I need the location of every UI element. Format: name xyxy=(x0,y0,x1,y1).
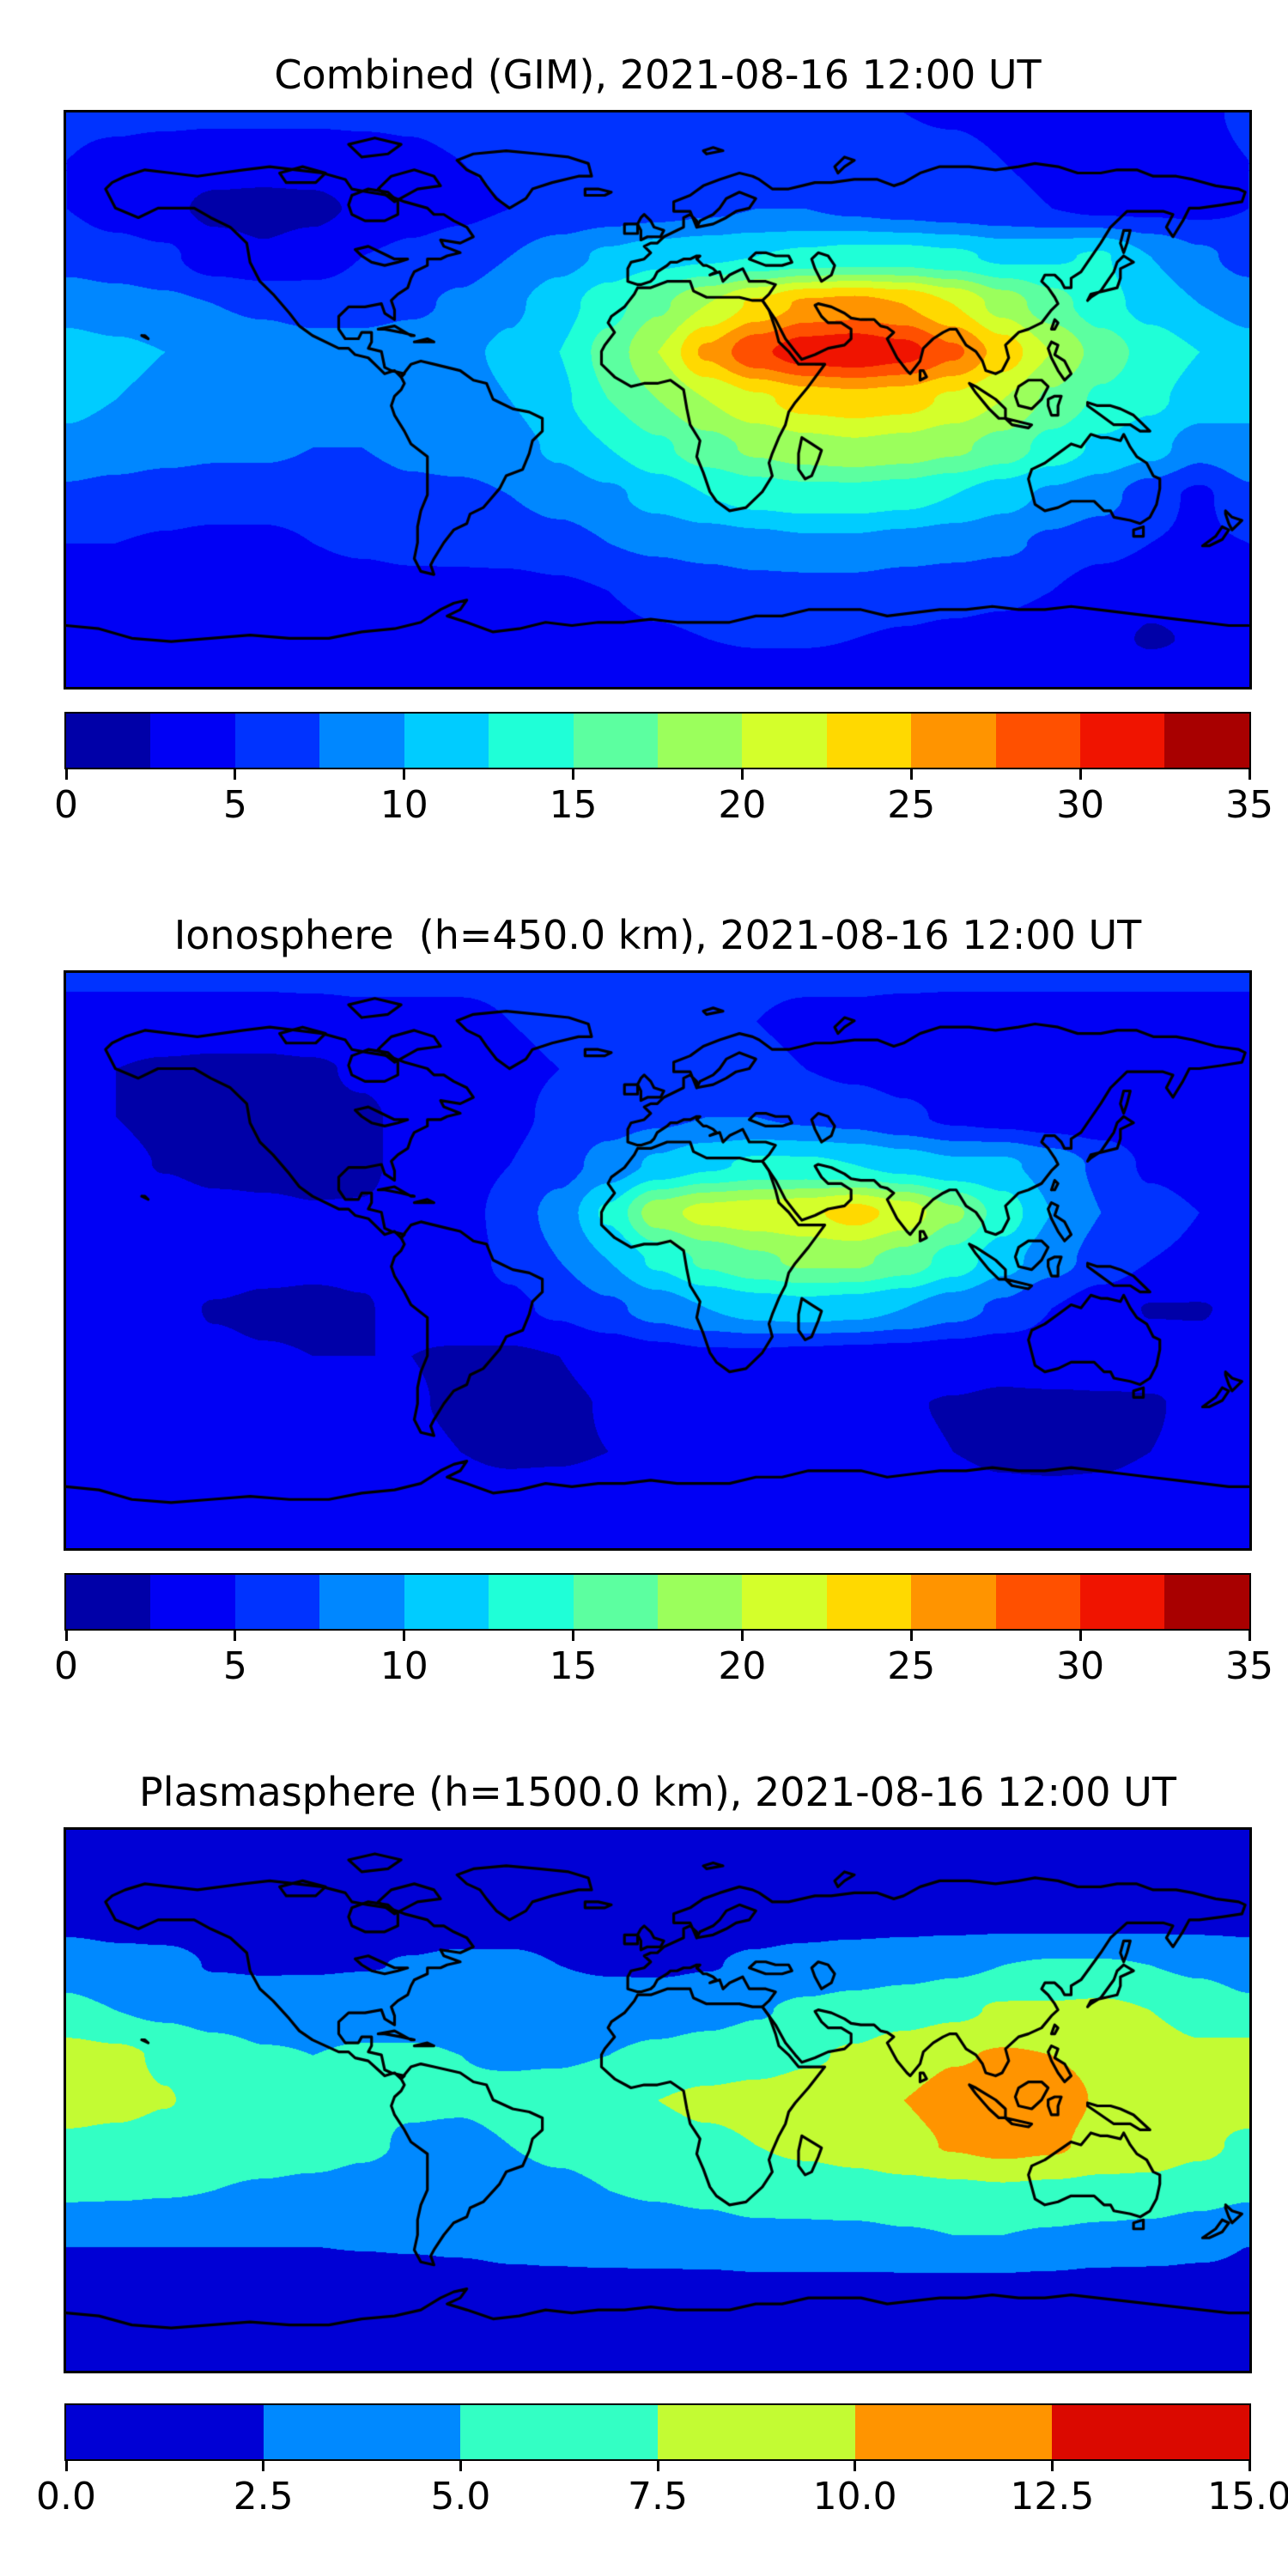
colorbar-segment xyxy=(150,714,235,768)
colorbar-tick xyxy=(1248,2459,1251,2471)
colorbar-tick-label: 5.0 xyxy=(430,2475,491,2518)
colorbar-tick-label: 2.5 xyxy=(233,2475,294,2518)
colorbar-segment xyxy=(66,714,151,768)
panel-title-plasmasphere: Plasmasphere (h=1500.0 km), 2021-08-16 1… xyxy=(139,1769,1176,1815)
colorbar-tick-label: 12.5 xyxy=(1010,2475,1095,2518)
colorbar-combined xyxy=(64,712,1251,769)
colorbar-segment xyxy=(854,2405,1053,2459)
colorbar-ionosphere xyxy=(64,1573,1251,1631)
colorbar-tick-label: 7.5 xyxy=(628,2475,688,2518)
colorbar-tick-label: 5 xyxy=(222,783,247,827)
panel-title-ionosphere: Ionosphere (h=450.0 km), 2021-08-16 12:0… xyxy=(173,912,1142,958)
colorbar-segment xyxy=(826,714,912,768)
colorbar-segment xyxy=(742,1575,827,1629)
colorbar-segment xyxy=(573,1575,658,1629)
colorbar-tick xyxy=(1050,2459,1054,2471)
colorbar-tick-label: 0.0 xyxy=(36,2475,96,2518)
colorbar-segment xyxy=(404,1575,489,1629)
colorbar-tick xyxy=(234,768,237,780)
colorbar-tick xyxy=(1248,1629,1251,1641)
colorbar-tick xyxy=(1078,768,1082,780)
colorbar-segment xyxy=(1052,2405,1250,2459)
colorbar-segment xyxy=(1164,1575,1249,1629)
colorbar-segment xyxy=(995,714,1081,768)
colorbar-segment xyxy=(1080,714,1165,768)
map-plasmasphere xyxy=(64,1827,1252,2373)
colorbar-tick xyxy=(403,768,406,780)
colorbar-tick-label: 20 xyxy=(718,1644,767,1688)
colorbar-segment xyxy=(319,1575,404,1629)
tec-map-canvas-ionosphere xyxy=(66,973,1249,1548)
panel-title-combined: Combined (GIM), 2021-08-16 12:00 UT xyxy=(274,52,1042,98)
colorbar-tick xyxy=(1248,768,1251,780)
colorbar-tick xyxy=(403,1629,406,1641)
map-combined xyxy=(64,110,1252,690)
colorbar-segment xyxy=(489,714,574,768)
colorbar-tick-label: 35 xyxy=(1225,1644,1273,1688)
colorbar-tick xyxy=(1078,1629,1082,1641)
colorbar-segment xyxy=(66,1575,151,1629)
colorbar-segment xyxy=(66,2405,264,2459)
colorbar-tick xyxy=(909,768,913,780)
colorbar-tick-label: 10.0 xyxy=(812,2475,897,2518)
colorbar-tick-label: 25 xyxy=(887,783,936,827)
tec-map-canvas-combined xyxy=(66,112,1249,687)
colorbar-segment xyxy=(573,714,658,768)
colorbar-segment xyxy=(1164,714,1249,768)
colorbar-tick-label: 20 xyxy=(718,783,767,827)
colorbar-tick-label: 30 xyxy=(1056,783,1105,827)
colorbar-segment xyxy=(234,1575,320,1629)
colorbar-plasmasphere xyxy=(64,2403,1251,2461)
map-ionosphere xyxy=(64,970,1252,1551)
colorbar-segment xyxy=(826,1575,912,1629)
colorbar-segment xyxy=(1080,1575,1165,1629)
colorbar-tick-label: 35 xyxy=(1225,783,1273,827)
colorbar-segment xyxy=(995,1575,1081,1629)
colorbar-segment xyxy=(657,1575,743,1629)
colorbar-segment xyxy=(234,714,320,768)
colorbar-tick xyxy=(234,1629,237,1641)
colorbar-segment xyxy=(742,714,827,768)
colorbar-segment xyxy=(460,2405,659,2459)
colorbar-segment xyxy=(911,714,996,768)
colorbar-tick xyxy=(656,2459,659,2471)
colorbar-tick xyxy=(64,768,68,780)
colorbar-tick-label: 0 xyxy=(54,1644,78,1688)
colorbar-tick-label: 10 xyxy=(380,783,428,827)
colorbar-segment xyxy=(658,2405,855,2459)
colorbar-tick xyxy=(740,1629,744,1641)
colorbar-tick-label: 5 xyxy=(222,1644,247,1688)
colorbar-segment xyxy=(911,1575,996,1629)
colorbar-segment xyxy=(404,714,489,768)
colorbar-tick-label: 0 xyxy=(54,783,78,827)
colorbar-tick xyxy=(740,768,744,780)
colorbar-tick xyxy=(64,1629,68,1641)
tec-map-canvas-plasmasphere xyxy=(66,1830,1249,2371)
colorbar-segment xyxy=(319,714,404,768)
colorbar-tick xyxy=(854,2459,857,2471)
colorbar-tick xyxy=(262,2459,265,2471)
colorbar-segment xyxy=(657,714,743,768)
colorbar-segment xyxy=(263,2405,461,2459)
colorbar-tick-label: 15.0 xyxy=(1207,2475,1288,2518)
colorbar-segment xyxy=(150,1575,235,1629)
colorbar-segment xyxy=(489,1575,574,1629)
colorbar-tick-label: 30 xyxy=(1056,1644,1105,1688)
colorbar-tick-label: 10 xyxy=(380,1644,428,1688)
colorbar-tick xyxy=(572,768,575,780)
colorbar-tick-label: 25 xyxy=(887,1644,936,1688)
colorbar-tick xyxy=(459,2459,462,2471)
colorbar-tick xyxy=(572,1629,575,1641)
colorbar-tick-label: 15 xyxy=(549,1644,598,1688)
colorbar-tick xyxy=(64,2459,68,2471)
colorbar-tick-label: 15 xyxy=(549,783,598,827)
colorbar-tick xyxy=(909,1629,913,1641)
